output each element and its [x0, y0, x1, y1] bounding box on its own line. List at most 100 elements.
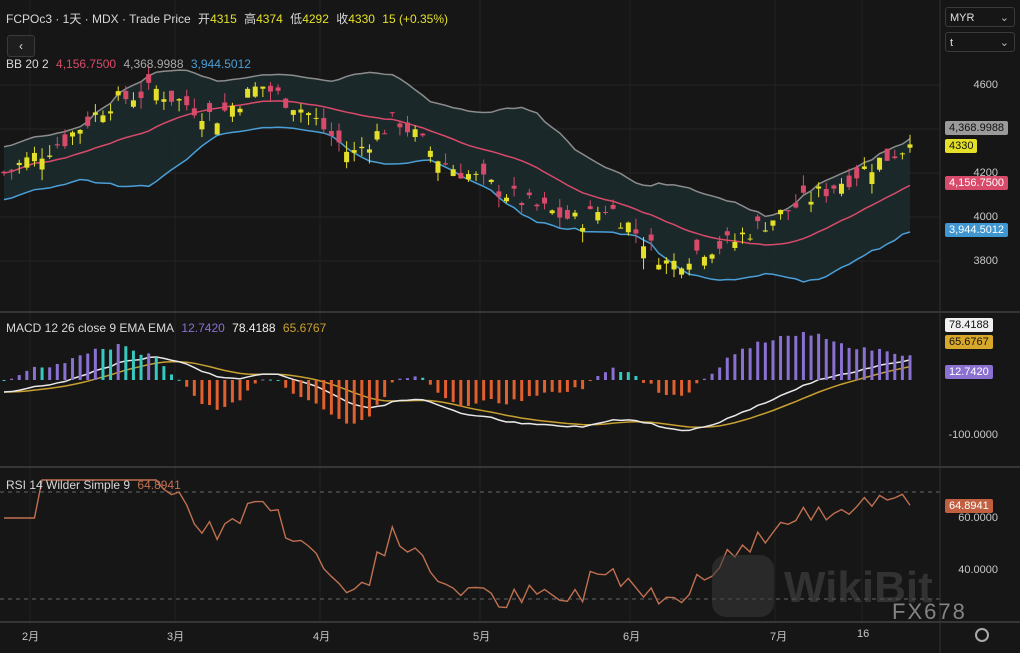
bb-lower-value: 3,944.5012 [190, 57, 251, 71]
candle-body [351, 150, 357, 153]
candle-body [359, 146, 365, 149]
candle-body [709, 254, 715, 259]
bb-legend[interactable]: BB 20 2 4,156.7500 4,368.9988 3,944.5012 [6, 57, 255, 71]
candle-body [1, 171, 7, 174]
macd-histogram-bar [192, 380, 196, 396]
candle-body [405, 122, 411, 133]
candle-body [267, 85, 273, 92]
candle-body [245, 88, 251, 98]
macd-histogram-bar [634, 375, 638, 380]
candle-body [153, 88, 159, 101]
candle-body [610, 204, 616, 209]
macd-histogram-bar [261, 379, 265, 381]
macd-histogram-bar [307, 380, 311, 401]
chevron-left-icon: ‹ [19, 39, 23, 53]
x-axis-label: 4月 [313, 631, 331, 643]
candle-body [306, 113, 312, 116]
macd-histogram-bar [588, 380, 592, 382]
candle-body [237, 108, 243, 113]
rsi-legend[interactable]: RSI 14 Wilder Simple 9 64.8941 [6, 478, 185, 492]
macd-histogram-bar [17, 375, 21, 380]
candle-body [222, 102, 228, 111]
macd-hist-value: 12.7420 [181, 321, 225, 335]
candle-body [275, 87, 281, 91]
candle-body [869, 172, 875, 185]
unit-select[interactable]: t ⌄ [945, 32, 1015, 52]
wikibit-logo-icon [712, 555, 774, 617]
collapse-back-button[interactable]: ‹ [7, 35, 35, 57]
macd-histogram-bar [702, 378, 706, 380]
macd-histogram-bar [162, 366, 166, 380]
mid-band-tag: 4,156.7500 [945, 176, 1009, 190]
macd-histogram-bar [520, 380, 524, 402]
candle-body [31, 152, 37, 162]
candle-body [184, 96, 190, 106]
open-value: 4315 [210, 12, 237, 26]
macd-histogram-bar [177, 379, 181, 381]
candle-body [679, 268, 685, 275]
macd-histogram-bar [672, 380, 676, 395]
macd-histogram-bar [406, 378, 410, 380]
macd-histogram-bar [131, 350, 135, 380]
candle-body [420, 133, 426, 136]
candle-body [465, 174, 471, 180]
candle-body [199, 121, 205, 130]
macd-histogram-bar [322, 380, 326, 410]
band-fill [4, 70, 910, 282]
candle-body [9, 169, 15, 171]
macd-histogram-bar [489, 380, 493, 399]
candle-body [861, 166, 867, 169]
x-axis-label: 5月 [473, 631, 491, 643]
candle-body [54, 144, 60, 146]
macd-histogram-bar [109, 349, 113, 380]
candle-body [382, 133, 388, 135]
macd-histogram-bar [794, 335, 798, 380]
candle-body [473, 173, 479, 175]
macd-histogram-bar [847, 347, 851, 380]
macd-histogram-bar [733, 354, 737, 380]
macd-histogram-bar [900, 355, 904, 380]
lower-band-tag: 3,944.5012 [945, 223, 1009, 237]
candle-body [854, 167, 860, 179]
macd-histogram-bar [390, 380, 394, 383]
candle-body [884, 148, 890, 161]
lower-band-line [3, 126, 911, 283]
close-value: 4330 [348, 12, 375, 26]
macd-histogram-bar [832, 341, 836, 380]
settings-gear-icon[interactable] [975, 628, 989, 642]
macd-name: MACD 12 26 close 9 EMA EMA [6, 321, 175, 335]
macd-histogram-bar [40, 367, 44, 380]
macd-histogram-bar [230, 380, 234, 403]
macd-histogram-bar [154, 357, 158, 380]
macd-histogram-bar [124, 346, 128, 380]
rsi-tag: 64.8941 [945, 499, 993, 513]
macd-histogram-bar [86, 353, 90, 380]
macd-histogram-bar [786, 335, 790, 380]
candle-body [503, 197, 509, 202]
candle-body [671, 260, 677, 270]
currency-select[interactable]: MYR ⌄ [945, 7, 1015, 27]
macd-histogram-bar [824, 339, 828, 380]
macd-histogram-bar [550, 380, 554, 392]
macd-histogram-bar [543, 380, 547, 393]
macd-histogram-bar [862, 347, 866, 380]
macd-histogram-bar [63, 363, 67, 380]
candle-body [47, 155, 53, 157]
candle-body [366, 149, 372, 153]
rsi-pane [0, 479, 940, 609]
candle-body [740, 232, 746, 235]
macd-histogram-bar [268, 379, 272, 381]
macd-histogram-bar [10, 378, 14, 380]
macd-histogram-bar [870, 350, 874, 380]
candle-body [717, 241, 723, 249]
candle-body [519, 203, 525, 206]
macd-tag: 78.4188 [945, 318, 993, 332]
candle-body [283, 98, 289, 108]
macd-histogram-bar [908, 355, 912, 380]
candle-body [191, 108, 197, 116]
macd-legend[interactable]: MACD 12 26 close 9 EMA EMA 12.7420 78.41… [6, 321, 330, 335]
macd-histogram-bar [147, 353, 151, 380]
rsi-axis-label: 60.0000 [958, 512, 998, 524]
macd-histogram-bar [71, 358, 75, 380]
